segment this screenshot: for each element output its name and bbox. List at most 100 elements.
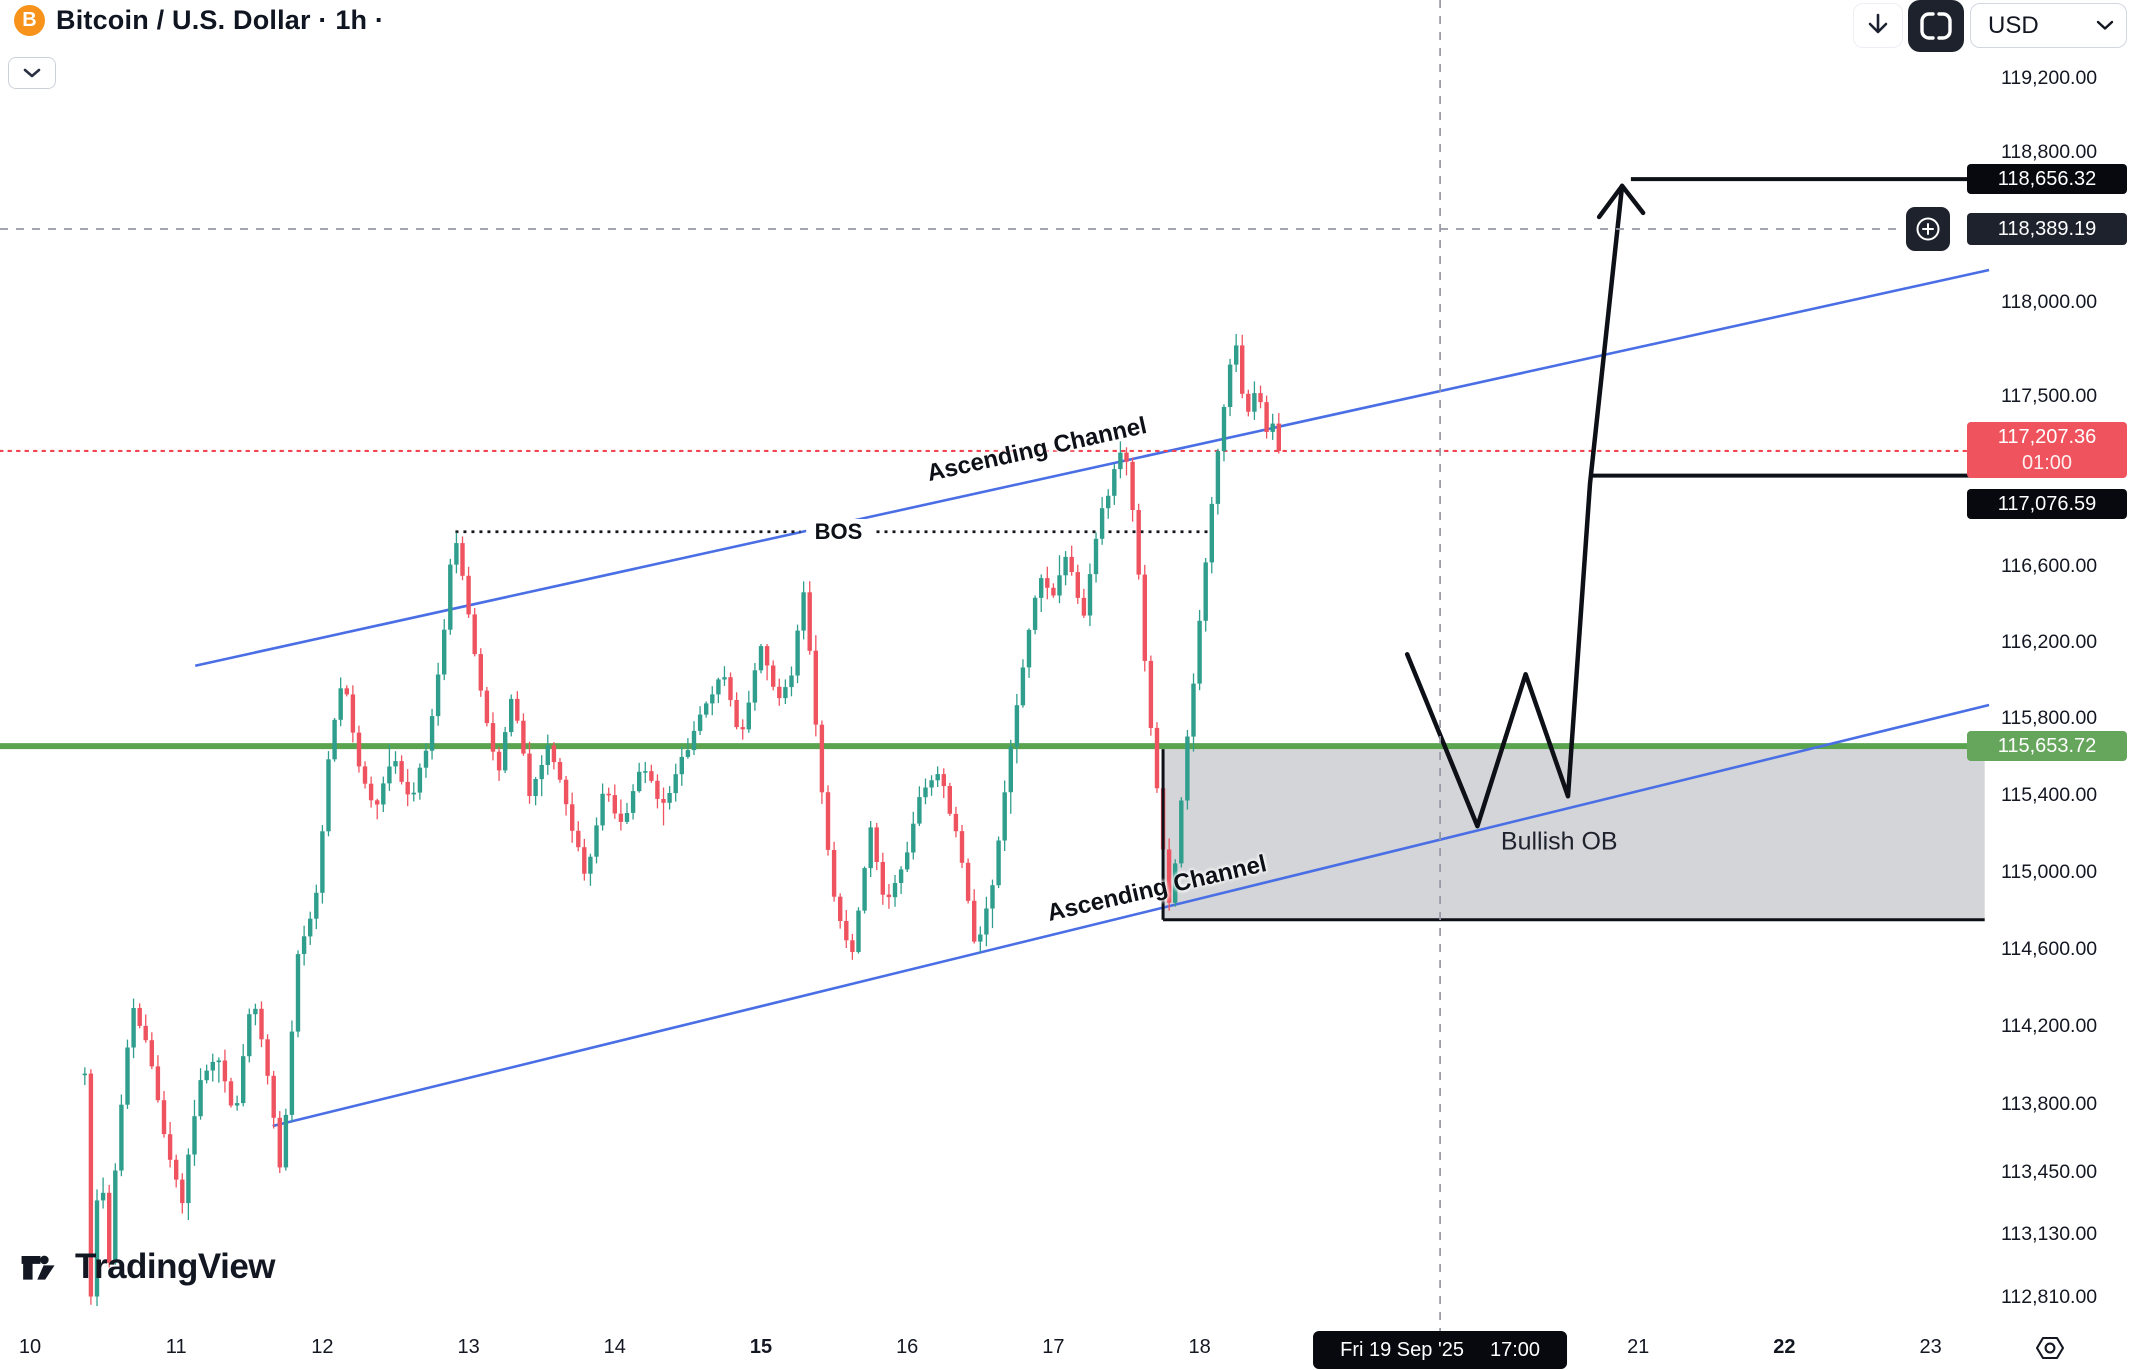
currency-dropdown[interactable]: USD [1970,3,2127,48]
candle-body [356,732,362,767]
candle-body [509,698,514,733]
time-tick-label: 11 [165,1336,187,1358]
candle-body [125,1047,130,1105]
symbol-title[interactable]: Bitcoin / U.S. Dollar · 1h · [56,5,385,35]
candle-body [655,780,660,799]
candle-body [1106,495,1111,509]
candle-body [241,1056,246,1104]
candle-body [350,694,356,733]
projection-path[interactable] [1404,183,1625,829]
order-block-zone[interactable] [1163,749,1985,920]
candle-body [978,934,983,942]
candle-body [850,940,855,952]
price-tick-label: 119,200.00 [2001,67,2098,89]
currency-value: USD [1988,11,2039,39]
candle-body [557,762,563,780]
candle-body [685,750,691,757]
candle-body [1142,574,1147,661]
candle-body [594,825,599,857]
price-tick-label: 113,800.00 [2001,1092,2098,1115]
candle-body [234,1103,240,1106]
candle-body [533,779,538,796]
time-tick-label: 21 [1627,1336,1650,1358]
candle-body [100,1192,106,1201]
fullscreen-icon [1920,12,1952,40]
time-tick-label: 15 [749,1336,773,1358]
bitcoin-icon: B [14,5,45,36]
candle-body [161,1100,167,1135]
candle-body [174,1159,179,1180]
price-label-last[interactable]: 117,207.36 01:00 [1967,421,2127,478]
download-arrow-icon [1868,13,1888,33]
candle-body [381,783,386,805]
price-label-entry[interactable]: 117,076.59 [1967,488,2127,519]
candle-body [259,1008,264,1040]
candle-body [1209,503,1214,563]
candle-body [600,793,605,826]
channel-trendline-lower[interactable] [272,703,1990,1128]
price-scale-settings-button[interactable] [2030,1332,2070,1364]
legend-collapse-button[interactable] [8,57,56,89]
candle-body [649,771,654,781]
candle-body [387,766,392,784]
candle-body [448,564,453,630]
candle-body [253,1008,258,1015]
candle-body [868,827,873,869]
candle-body [624,813,630,822]
candle-body [405,781,410,795]
candle-body [308,918,313,937]
tradingview-watermark: TradingView [20,1247,276,1287]
crosshair-price-value: 118,389.19 [1997,217,2097,240]
candle-body [771,665,776,687]
order-block-label[interactable]: Bullish OB [1500,827,1618,856]
price-label-support[interactable]: 115,653.72 [1967,731,2127,762]
candle-body [1081,597,1087,616]
price-label-target[interactable]: 118,656.32 [1967,164,2127,195]
candle-body [777,686,782,699]
candle-body [472,614,477,655]
price-tick-label: 115,800.00 [2001,707,2098,730]
add-alert-button[interactable] [1906,206,1950,251]
support-price-value: 115,653.72 [1997,735,2097,758]
candle-body [1045,578,1050,588]
candle-body [1112,469,1117,496]
candle-body [1148,660,1154,728]
channel-trendline-upper[interactable] [194,268,1990,667]
candle-body [856,910,861,952]
candle-body [265,1039,270,1076]
candle-body [204,1070,209,1081]
download-button[interactable] [1853,3,1903,48]
candle-body [1154,727,1160,789]
candle-body [368,783,374,801]
candle-body [521,720,526,754]
candle-body [570,804,575,831]
candle-body [1032,597,1038,630]
candle-body [289,1031,295,1115]
candle-body [1227,364,1233,407]
candle-body [107,1192,112,1263]
candle-body [1215,451,1221,504]
candle-body [758,646,764,671]
candles-layer[interactable] [82,334,1281,1307]
candle-body [905,852,910,870]
price-tick-label: 113,450.00 [2001,1160,2098,1183]
candle-body [94,1200,100,1297]
candle-body [734,700,739,728]
price-tick-label: 112,810.00 [2001,1285,2098,1308]
candle-body [1008,746,1013,793]
candle-body [113,1170,118,1263]
bos-label[interactable]: BOS [806,518,871,545]
candle-body [1203,562,1208,621]
entry-price-value: 117,076.59 [1997,492,2097,515]
candle-body [752,670,758,703]
candle-body [137,1008,142,1026]
plus-circle-icon [1916,217,1940,241]
price-tick-label: 118,800.00 [2001,141,2098,164]
fullscreen-button[interactable] [1908,0,1964,52]
candle-body [1118,452,1123,470]
candle-body [417,767,423,793]
candle-body [819,724,825,793]
time-tick-label: 23 [1919,1336,1942,1358]
candle-body [637,771,642,792]
